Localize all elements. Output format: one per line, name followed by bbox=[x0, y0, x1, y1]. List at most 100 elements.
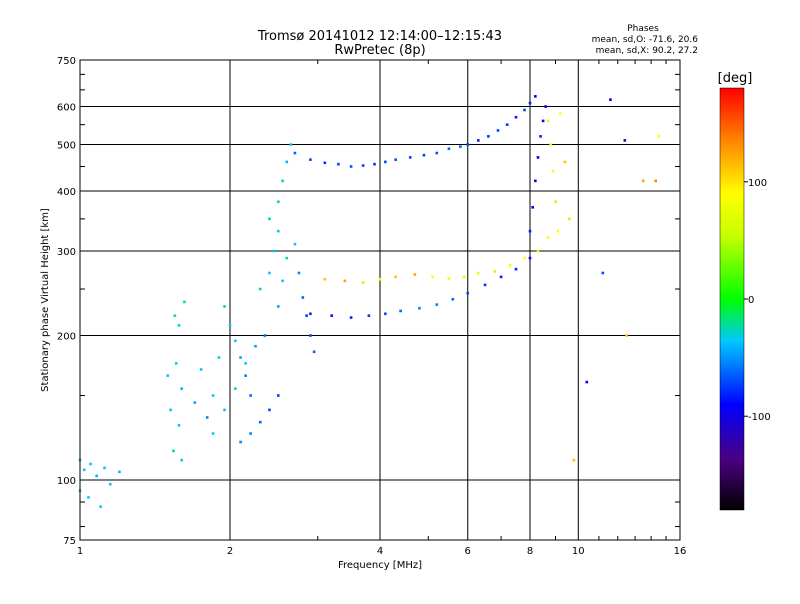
data-point bbox=[551, 169, 555, 173]
data-point bbox=[544, 105, 547, 108]
data-point bbox=[249, 432, 252, 435]
data-point bbox=[549, 143, 552, 146]
data-point bbox=[239, 356, 242, 359]
data-point bbox=[487, 135, 490, 138]
data-point bbox=[609, 98, 612, 101]
data-point bbox=[534, 179, 537, 183]
data-point bbox=[435, 151, 439, 155]
data-point bbox=[546, 236, 550, 239]
data-point bbox=[177, 424, 181, 427]
data-point bbox=[249, 394, 252, 397]
y-tick-label: 750 bbox=[57, 56, 76, 67]
data-point bbox=[477, 139, 480, 142]
data-point bbox=[309, 312, 312, 316]
data-point bbox=[166, 374, 170, 377]
data-point bbox=[523, 256, 526, 260]
data-point bbox=[378, 277, 382, 281]
data-point bbox=[297, 271, 301, 275]
x-tick-label: 1 bbox=[77, 546, 83, 557]
data-point bbox=[285, 160, 289, 164]
data-point bbox=[505, 123, 509, 126]
colorbar-tick-label: 0 bbox=[748, 295, 754, 306]
x-tick-label: 8 bbox=[527, 546, 533, 557]
y-tick-label: 400 bbox=[57, 187, 76, 198]
data-point bbox=[483, 283, 487, 287]
data-point bbox=[568, 217, 571, 221]
data-point bbox=[466, 143, 470, 146]
data-point bbox=[95, 474, 98, 478]
data-point bbox=[462, 275, 466, 279]
data-point bbox=[418, 306, 421, 310]
data-point bbox=[394, 275, 397, 279]
data-point bbox=[272, 249, 276, 253]
data-point bbox=[343, 279, 347, 283]
y-tick-label: 600 bbox=[57, 103, 76, 114]
data-point bbox=[531, 205, 534, 209]
data-point bbox=[82, 468, 86, 472]
data-point bbox=[514, 115, 518, 119]
data-point bbox=[312, 350, 316, 354]
data-point bbox=[268, 217, 271, 221]
data-point bbox=[601, 271, 605, 275]
data-point bbox=[89, 462, 92, 466]
data-point bbox=[413, 273, 417, 276]
data-point bbox=[451, 297, 455, 301]
data-points bbox=[78, 95, 660, 508]
stats-line-x: mean, sd,X: 90.2, 27.2 bbox=[596, 46, 698, 56]
data-point bbox=[173, 314, 177, 317]
data-point bbox=[254, 344, 257, 348]
data-point bbox=[305, 314, 308, 317]
data-point bbox=[223, 305, 226, 308]
y-tick-label: 500 bbox=[57, 141, 76, 152]
data-point bbox=[508, 264, 512, 267]
x-axis-label: Frequency [MHz] bbox=[338, 560, 422, 571]
stats-title: Phases bbox=[627, 24, 659, 34]
data-point bbox=[477, 271, 480, 275]
data-point bbox=[276, 305, 280, 308]
data-point bbox=[554, 200, 557, 204]
data-point bbox=[118, 470, 121, 474]
x-tick-label: 6 bbox=[465, 546, 471, 557]
data-point bbox=[330, 314, 334, 317]
data-point bbox=[384, 160, 387, 164]
y-tick-label: 200 bbox=[57, 332, 76, 343]
data-point bbox=[546, 119, 550, 123]
data-point bbox=[309, 158, 312, 161]
data-point bbox=[408, 156, 412, 159]
data-point bbox=[572, 458, 576, 462]
stats-line-o: mean, sd,O: -71.6, 20.6 bbox=[592, 35, 699, 45]
plot-frame bbox=[79, 59, 681, 541]
chart-subtitle: RwPretec (8p) bbox=[334, 43, 425, 58]
data-point bbox=[399, 309, 402, 313]
data-point bbox=[177, 324, 181, 327]
data-point bbox=[394, 158, 397, 161]
data-point bbox=[493, 270, 497, 273]
x-tick-label: 4 bbox=[377, 546, 383, 557]
data-point bbox=[384, 312, 387, 316]
data-point bbox=[349, 165, 353, 168]
data-point bbox=[258, 420, 262, 424]
data-point bbox=[193, 401, 197, 404]
data-point bbox=[373, 162, 376, 166]
data-point bbox=[234, 387, 237, 390]
data-point bbox=[211, 394, 215, 397]
data-point bbox=[239, 440, 242, 444]
data-point bbox=[301, 296, 305, 299]
data-point bbox=[276, 229, 280, 233]
data-point bbox=[499, 275, 503, 279]
data-point bbox=[539, 135, 542, 138]
data-point bbox=[337, 162, 340, 166]
data-point bbox=[654, 179, 657, 183]
data-point bbox=[459, 145, 462, 148]
data-point bbox=[528, 256, 532, 260]
data-point bbox=[309, 334, 312, 337]
data-point bbox=[422, 153, 426, 157]
data-point bbox=[199, 368, 203, 371]
data-point bbox=[180, 458, 184, 462]
data-point bbox=[169, 408, 172, 412]
data-point bbox=[641, 179, 645, 183]
data-point bbox=[623, 139, 627, 142]
data-point bbox=[276, 394, 280, 397]
data-point bbox=[435, 303, 439, 306]
